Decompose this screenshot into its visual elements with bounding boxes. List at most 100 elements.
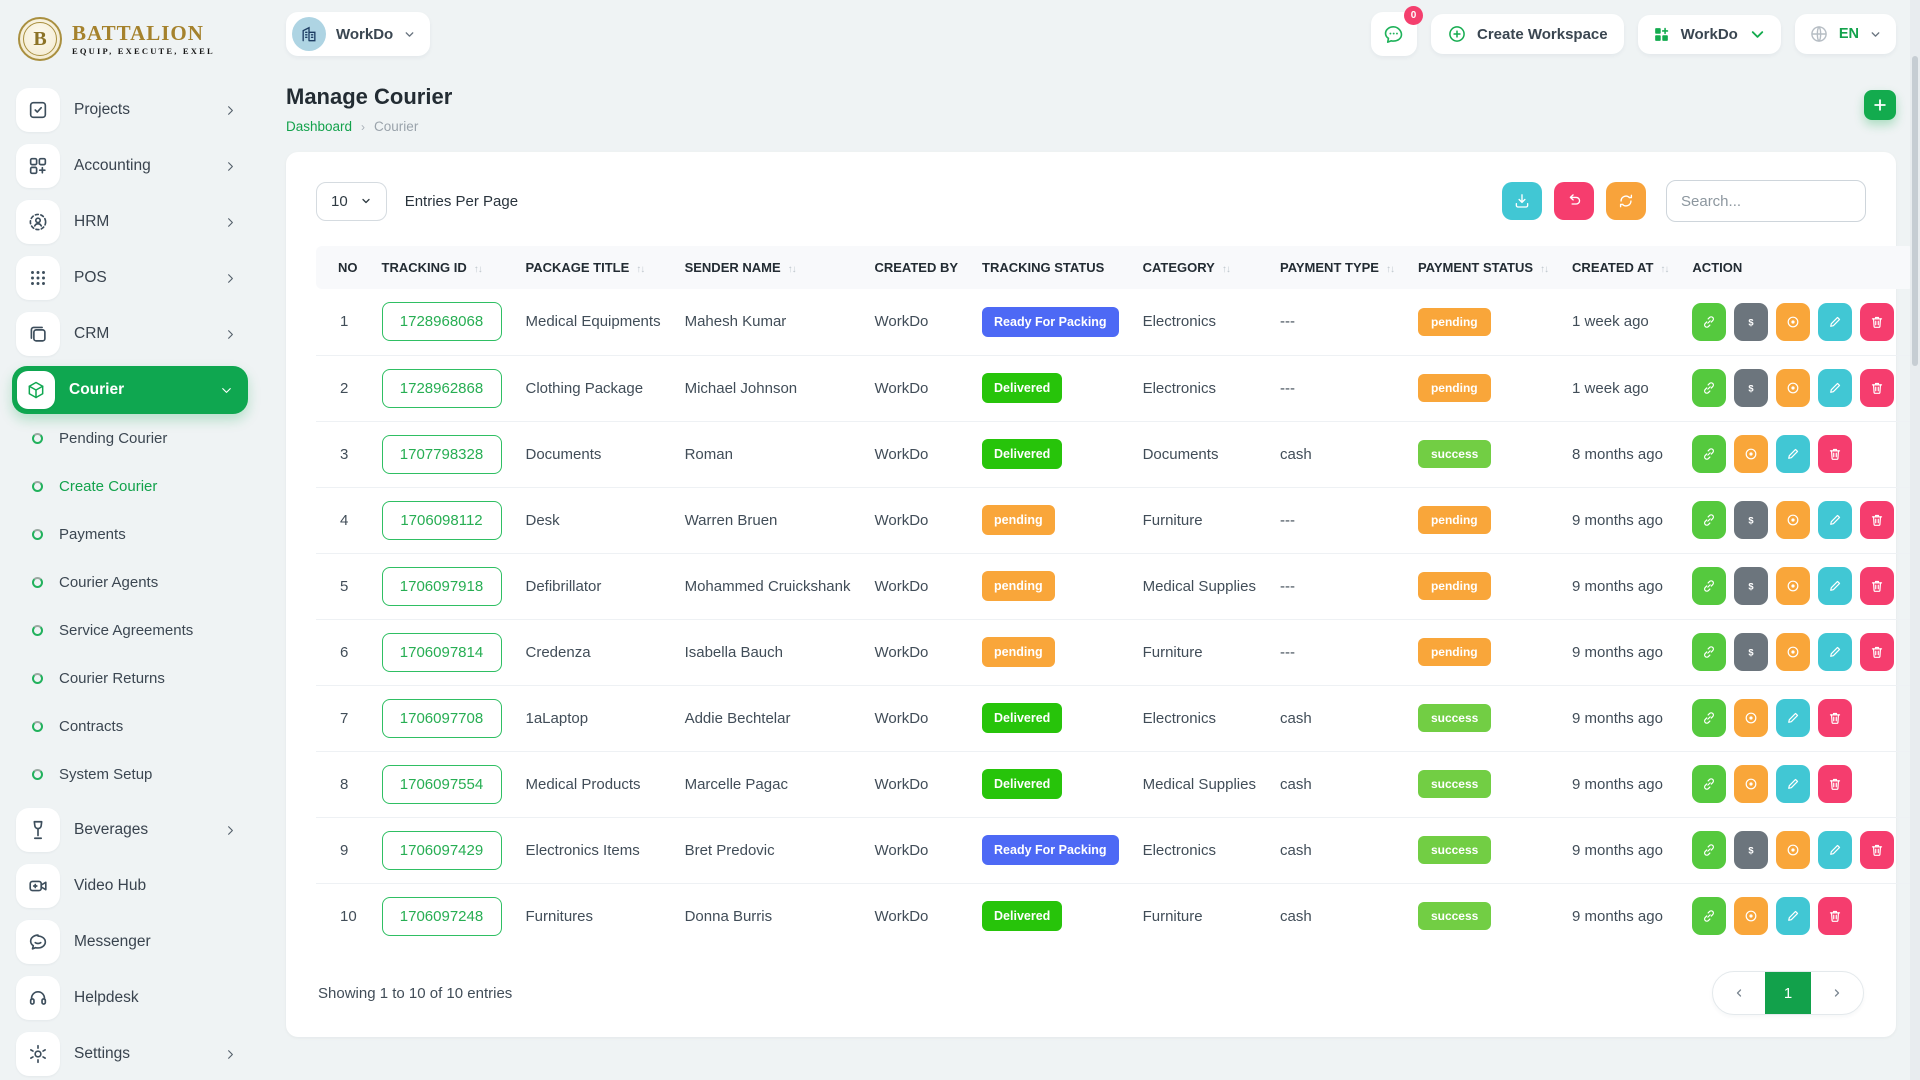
sidebar-item-crm[interactable]: CRM xyxy=(16,310,244,358)
view-action-button[interactable] xyxy=(1776,633,1810,671)
edit-action-button[interactable] xyxy=(1818,501,1852,539)
add-courier-button[interactable] xyxy=(1864,90,1896,120)
page-scrollbar[interactable] xyxy=(1910,0,1920,1080)
language-selector[interactable]: EN xyxy=(1795,14,1896,54)
edit-action-button[interactable] xyxy=(1818,831,1852,869)
view-action-button[interactable] xyxy=(1776,369,1810,407)
sidebar-item-create-courier[interactable]: Create Courier xyxy=(32,462,244,510)
tracking-id-button[interactable]: 1707798328 xyxy=(382,435,502,474)
edit-action-button[interactable] xyxy=(1776,435,1810,473)
sidebar-item-contracts[interactable]: Contracts xyxy=(32,702,244,750)
link-action-button[interactable] xyxy=(1692,765,1726,803)
column-header-payment-status[interactable]: PAYMENT STATUS↑↓ xyxy=(1406,246,1560,289)
link-action-button[interactable] xyxy=(1692,831,1726,869)
column-header-sender-name[interactable]: SENDER NAME↑↓ xyxy=(673,246,863,289)
undo-button[interactable] xyxy=(1554,182,1594,220)
edit-action-button[interactable] xyxy=(1818,633,1852,671)
tracking-id-button[interactable]: 1706098112 xyxy=(382,501,502,540)
sidebar-item-settings[interactable]: Settings xyxy=(16,1030,244,1078)
link-action-button[interactable] xyxy=(1692,369,1726,407)
download-button[interactable] xyxy=(1502,182,1542,220)
page-number-1[interactable]: 1 xyxy=(1765,971,1811,1015)
payment-action-button[interactable]: $ xyxy=(1734,567,1768,605)
column-header-payment-type[interactable]: PAYMENT TYPE↑↓ xyxy=(1268,246,1406,289)
tracking-id-button[interactable]: 1706097708 xyxy=(382,699,502,738)
entries-per-page-select[interactable]: 10 xyxy=(316,182,387,221)
link-action-button[interactable] xyxy=(1692,501,1726,539)
view-action-button[interactable] xyxy=(1734,435,1768,473)
sidebar-item-messenger[interactable]: Messenger xyxy=(16,918,244,966)
create-workspace-button[interactable]: Create Workspace xyxy=(1431,14,1624,54)
link-action-button[interactable] xyxy=(1692,435,1726,473)
view-action-button[interactable] xyxy=(1734,699,1768,737)
link-action-button[interactable] xyxy=(1692,699,1726,737)
delete-action-button[interactable] xyxy=(1818,435,1852,473)
column-header-tracking-id[interactable]: TRACKING ID↑↓ xyxy=(370,246,514,289)
column-header-package-title[interactable]: PACKAGE TITLE↑↓ xyxy=(514,246,673,289)
view-action-button[interactable] xyxy=(1776,831,1810,869)
breadcrumb-dashboard-link[interactable]: Dashboard xyxy=(286,119,352,134)
delete-action-button[interactable] xyxy=(1860,567,1894,605)
messages-button[interactable]: 0 xyxy=(1371,12,1417,56)
edit-action-button[interactable] xyxy=(1818,369,1852,407)
edit-action-button[interactable] xyxy=(1776,897,1810,935)
link-action-button[interactable] xyxy=(1692,567,1726,605)
sidebar-item-courier-returns[interactable]: Courier Returns xyxy=(32,654,244,702)
sidebar-item-payments[interactable]: Payments xyxy=(32,510,244,558)
tracking-id-button[interactable]: 1706097248 xyxy=(382,897,502,936)
tracking-id-button[interactable]: 1706097429 xyxy=(382,831,502,870)
edit-action-button[interactable] xyxy=(1818,303,1852,341)
sidebar-item-system-setup[interactable]: System Setup xyxy=(32,750,244,798)
workdo-menu-button[interactable]: WorkDo xyxy=(1638,15,1781,54)
sidebar-item-beverages[interactable]: Beverages xyxy=(16,806,244,854)
delete-action-button[interactable] xyxy=(1860,369,1894,407)
payment-action-button[interactable]: $ xyxy=(1734,831,1768,869)
workspace-selector[interactable]: WorkDo xyxy=(286,12,430,56)
sidebar-item-video-hub[interactable]: Video Hub xyxy=(16,862,244,910)
view-action-button[interactable] xyxy=(1776,567,1810,605)
column-header-category[interactable]: CATEGORY↑↓ xyxy=(1131,246,1268,289)
next-page-button[interactable] xyxy=(1811,971,1863,1015)
payment-action-button[interactable]: $ xyxy=(1734,501,1768,539)
sidebar-item-helpdesk[interactable]: Helpdesk xyxy=(16,974,244,1022)
previous-page-button[interactable] xyxy=(1713,971,1765,1015)
view-action-button[interactable] xyxy=(1776,501,1810,539)
payment-action-button[interactable]: $ xyxy=(1734,369,1768,407)
delete-action-button[interactable] xyxy=(1860,633,1894,671)
sidebar-item-accounting[interactable]: Accounting xyxy=(16,142,244,190)
refresh-button[interactable] xyxy=(1606,182,1646,220)
sidebar-item-pos[interactable]: POS xyxy=(16,254,244,302)
sidebar-item-hrm[interactable]: HRM xyxy=(16,198,244,246)
view-action-button[interactable] xyxy=(1734,897,1768,935)
edit-action-button[interactable] xyxy=(1818,567,1852,605)
link-action-button[interactable] xyxy=(1692,897,1726,935)
delete-action-button[interactable] xyxy=(1860,303,1894,341)
delete-action-button[interactable] xyxy=(1818,765,1852,803)
tracking-id-button[interactable]: 1706097918 xyxy=(382,567,502,606)
scrollbar-thumb[interactable] xyxy=(1912,56,1918,366)
tracking-id-button[interactable]: 1728962868 xyxy=(382,369,502,408)
view-action-button[interactable] xyxy=(1776,303,1810,341)
sidebar-item-projects[interactable]: Projects xyxy=(16,86,244,134)
sidebar-item-courier[interactable]: Courier xyxy=(12,366,248,414)
tracking-id-button[interactable]: 1728968068 xyxy=(382,302,502,341)
edit-action-button[interactable] xyxy=(1776,699,1810,737)
delete-action-button[interactable] xyxy=(1860,831,1894,869)
brand-logo[interactable]: B BATTALION EQUIP, EXECUTE, EXEL xyxy=(0,8,258,64)
search-input[interactable] xyxy=(1666,180,1866,222)
payment-action-button[interactable]: $ xyxy=(1734,303,1768,341)
sidebar-item-service-agreements[interactable]: Service Agreements xyxy=(32,606,244,654)
edit-action-button[interactable] xyxy=(1776,765,1810,803)
view-action-button[interactable] xyxy=(1734,765,1768,803)
delete-action-button[interactable] xyxy=(1818,699,1852,737)
sidebar-item-pending-courier[interactable]: Pending Courier xyxy=(32,414,244,462)
tracking-id-button[interactable]: 1706097554 xyxy=(382,765,502,804)
delete-action-button[interactable] xyxy=(1860,501,1894,539)
column-header-created-at[interactable]: CREATED AT↑↓ xyxy=(1560,246,1680,289)
sidebar-item-courier-agents[interactable]: Courier Agents xyxy=(32,558,244,606)
payment-action-button[interactable]: $ xyxy=(1734,633,1768,671)
link-action-button[interactable] xyxy=(1692,303,1726,341)
tracking-id-button[interactable]: 1706097814 xyxy=(382,633,502,672)
delete-action-button[interactable] xyxy=(1818,897,1852,935)
link-action-button[interactable] xyxy=(1692,633,1726,671)
